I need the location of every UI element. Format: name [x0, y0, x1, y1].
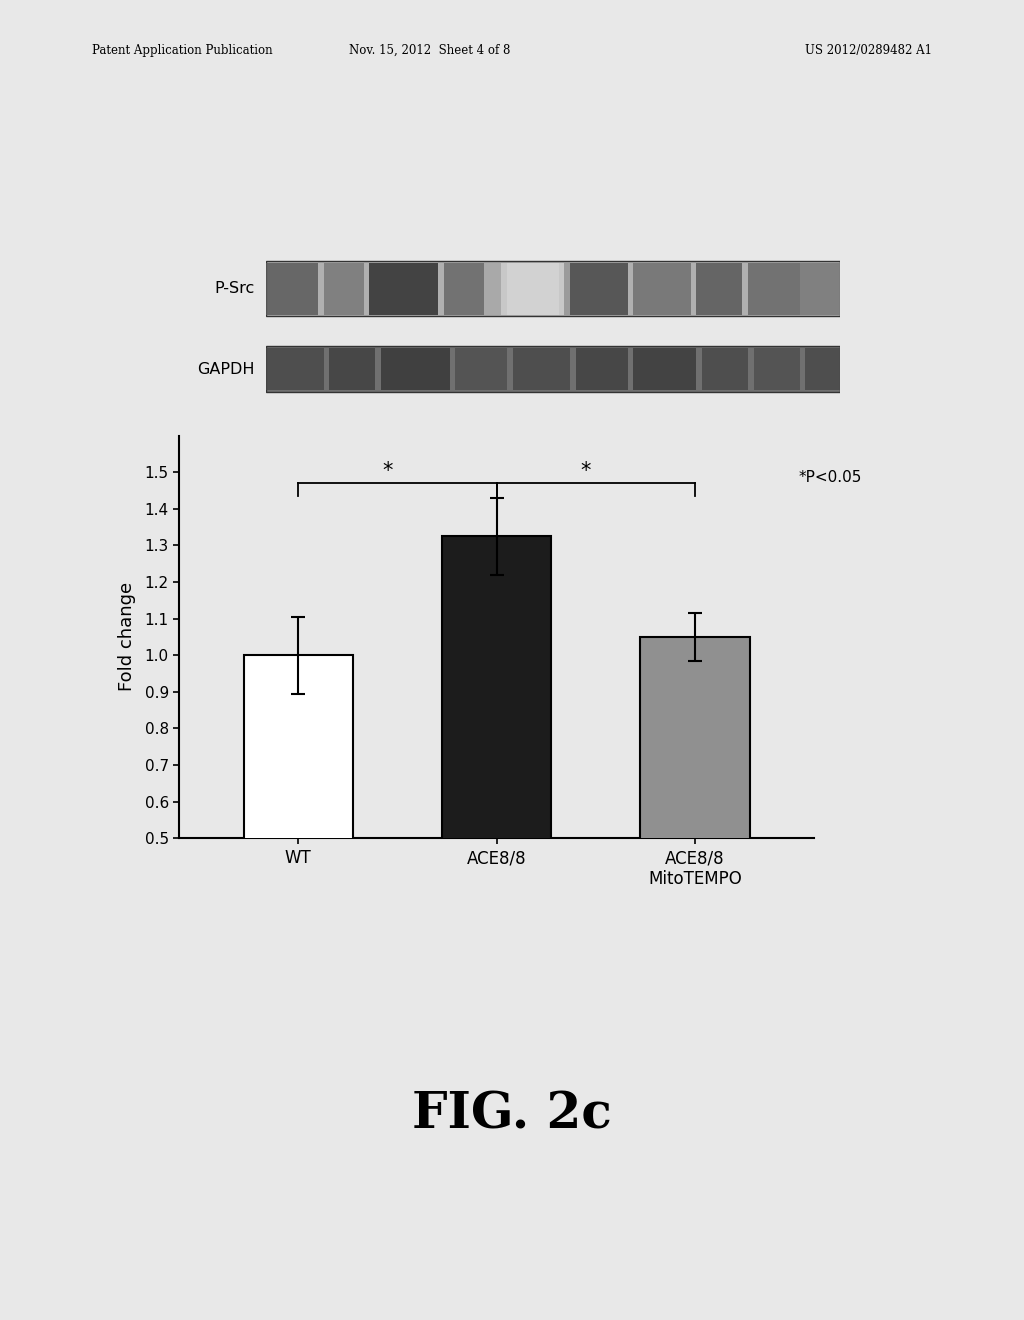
Bar — [444, 263, 502, 314]
Bar — [330, 348, 375, 391]
Bar — [800, 263, 840, 314]
Bar — [381, 348, 450, 391]
Text: US 2012/0289482 A1: US 2012/0289482 A1 — [805, 44, 932, 57]
Bar — [754, 348, 800, 391]
Text: FIG. 2c: FIG. 2c — [412, 1090, 612, 1140]
Bar — [324, 263, 364, 314]
Bar — [640, 638, 750, 1022]
Bar — [702, 348, 748, 391]
Bar — [266, 261, 840, 315]
Bar — [575, 348, 628, 391]
Bar — [456, 348, 507, 391]
Bar — [244, 655, 353, 1022]
Bar — [633, 348, 696, 391]
Bar — [805, 348, 840, 391]
Bar — [513, 348, 570, 391]
Bar — [370, 263, 438, 314]
Y-axis label: Fold change: Fold change — [118, 582, 136, 692]
Text: Patent Application Publication: Patent Application Publication — [92, 44, 272, 57]
Text: *: * — [382, 462, 393, 482]
Bar — [266, 263, 317, 314]
Bar — [633, 263, 690, 314]
Bar — [484, 263, 570, 314]
Text: *: * — [581, 462, 591, 482]
Text: Nov. 15, 2012  Sheet 4 of 8: Nov. 15, 2012 Sheet 4 of 8 — [349, 44, 511, 57]
Text: P-Src: P-Src — [214, 281, 255, 296]
Bar — [507, 263, 559, 314]
Text: GAPDH: GAPDH — [198, 362, 255, 376]
Bar — [442, 536, 551, 1022]
Bar — [266, 348, 324, 391]
Bar — [266, 346, 840, 392]
Bar — [564, 263, 628, 314]
Text: *P<0.05: *P<0.05 — [798, 470, 861, 486]
Bar — [748, 263, 800, 314]
Bar — [696, 263, 742, 314]
